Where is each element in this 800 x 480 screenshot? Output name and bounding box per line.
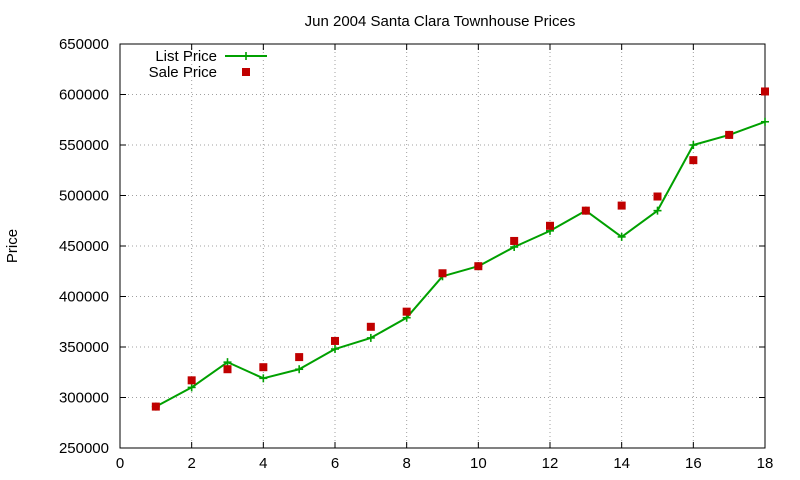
sale-price-point — [366, 322, 375, 331]
sale-price-point — [581, 206, 590, 215]
y-tick-label: 600000 — [59, 87, 109, 104]
sale-price-point — [438, 269, 447, 278]
sale-price-point — [725, 130, 734, 139]
sale-price-point — [510, 236, 519, 245]
legend-sample-list-price-marker — [242, 52, 250, 60]
sale-price-point — [295, 353, 304, 362]
y-tick-label: 650000 — [59, 36, 109, 53]
x-tick-label: 2 — [187, 455, 195, 472]
x-tick-label: 0 — [116, 455, 124, 472]
y-tick-label: 550000 — [59, 137, 109, 154]
x-tick-label: 18 — [757, 455, 774, 472]
sale-price-point — [689, 156, 698, 165]
y-tick-label: 450000 — [59, 238, 109, 255]
sale-price-point — [653, 192, 662, 201]
sale-price-point — [259, 363, 268, 372]
sale-price-point — [402, 307, 411, 316]
x-tick-label: 12 — [542, 455, 559, 472]
y-tick-label: 250000 — [59, 440, 109, 457]
list-price-point — [689, 141, 698, 149]
y-tick-label: 300000 — [59, 390, 109, 407]
grid-layer — [120, 44, 765, 448]
legend-label-sale-price: Sale Price — [149, 64, 217, 81]
y-tick-label: 350000 — [59, 339, 109, 356]
series-layer — [151, 87, 769, 411]
list-price-point — [653, 206, 662, 215]
chart-title: Jun 2004 Santa Clara Townhouse Prices — [305, 13, 576, 30]
legend: List Price Sale Price — [149, 48, 267, 81]
y-tick-label: 400000 — [59, 289, 109, 306]
list-price-point — [295, 365, 304, 374]
list-price-point — [617, 232, 626, 241]
sale-price-point — [474, 262, 483, 271]
x-tick-label: 6 — [331, 455, 339, 472]
list-price-line — [155, 120, 766, 408]
legend-label-list-price: List Price — [155, 48, 217, 65]
list-price-point — [187, 383, 196, 392]
sale-price-point — [151, 402, 160, 411]
y-axis-label: Price — [4, 229, 21, 263]
x-tick-label: 16 — [685, 455, 702, 472]
sale-price-point — [187, 376, 196, 385]
sale-price-point — [761, 87, 769, 96]
list-price-point — [366, 333, 375, 342]
x-tick-label: 10 — [470, 455, 487, 472]
sale-price-point — [617, 201, 626, 210]
sale-price-point — [546, 221, 554, 230]
sale-price-point — [331, 336, 339, 345]
list-price-point — [331, 345, 339, 354]
list-price-point — [259, 374, 268, 383]
y-tick-label: 500000 — [59, 188, 109, 205]
legend-sample-sale-price-marker — [242, 68, 250, 76]
x-tick-label: 4 — [259, 455, 267, 472]
x-tick-label: 8 — [402, 455, 410, 472]
sale-price-point — [223, 365, 232, 374]
tick-layer: 0 2 4 6 8 10 12 14 16 18 250000 300000 350000 400000 4… — [59, 36, 773, 472]
x-tick-label: 14 — [613, 455, 630, 472]
list-price-point — [761, 117, 769, 126]
list-price-point — [223, 358, 232, 367]
